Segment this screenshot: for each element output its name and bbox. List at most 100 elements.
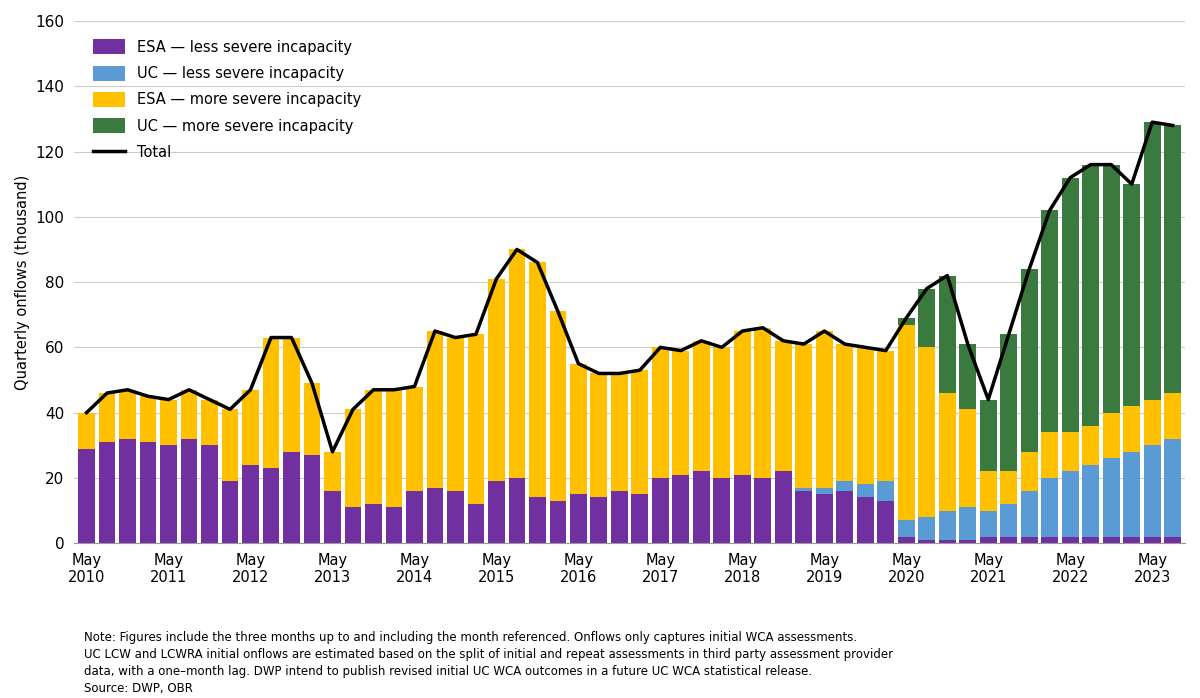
- Bar: [857, 348, 874, 484]
- Bar: [181, 439, 198, 543]
- Bar: [283, 452, 300, 543]
- Bar: [570, 364, 587, 494]
- Bar: [938, 540, 955, 543]
- Bar: [959, 344, 976, 409]
- Bar: [283, 338, 300, 452]
- Legend: ESA — less severe incapacity, UC — less severe incapacity, ESA — more severe inc: ESA — less severe incapacity, UC — less …: [88, 34, 367, 166]
- Bar: [734, 331, 751, 475]
- Bar: [652, 348, 668, 478]
- Bar: [365, 389, 382, 504]
- Bar: [877, 350, 894, 481]
- Bar: [448, 491, 464, 543]
- Bar: [1144, 399, 1160, 445]
- Bar: [1042, 210, 1058, 432]
- Bar: [242, 465, 259, 543]
- Bar: [1042, 478, 1058, 537]
- Bar: [1164, 439, 1181, 537]
- Bar: [755, 478, 772, 543]
- Bar: [202, 445, 218, 543]
- Bar: [468, 504, 485, 543]
- Bar: [488, 279, 505, 481]
- Bar: [385, 507, 402, 543]
- Bar: [324, 452, 341, 491]
- Bar: [1144, 537, 1160, 543]
- Bar: [529, 262, 546, 498]
- Bar: [938, 393, 955, 510]
- Bar: [692, 471, 709, 543]
- Bar: [1062, 432, 1079, 471]
- Bar: [1082, 537, 1099, 543]
- Bar: [344, 507, 361, 543]
- Bar: [1042, 537, 1058, 543]
- Bar: [898, 318, 914, 325]
- Bar: [836, 491, 853, 543]
- Bar: [1103, 165, 1120, 413]
- Bar: [304, 455, 320, 543]
- Bar: [139, 442, 156, 543]
- Bar: [1164, 393, 1181, 439]
- Bar: [1123, 537, 1140, 543]
- Bar: [631, 370, 648, 494]
- Bar: [755, 328, 772, 478]
- Bar: [877, 500, 894, 543]
- Bar: [242, 389, 259, 465]
- Bar: [406, 491, 422, 543]
- Bar: [304, 383, 320, 455]
- Bar: [1021, 537, 1038, 543]
- Bar: [1082, 165, 1099, 426]
- Bar: [734, 475, 751, 543]
- Bar: [611, 491, 628, 543]
- Bar: [488, 481, 505, 543]
- Bar: [796, 488, 812, 491]
- Bar: [344, 409, 361, 507]
- Bar: [836, 481, 853, 491]
- Bar: [652, 478, 668, 543]
- Bar: [1021, 452, 1038, 491]
- Bar: [775, 471, 792, 543]
- Bar: [550, 311, 566, 500]
- Bar: [714, 478, 731, 543]
- Bar: [509, 478, 526, 543]
- Bar: [119, 439, 136, 543]
- Bar: [1001, 334, 1018, 471]
- Bar: [1123, 406, 1140, 452]
- Bar: [918, 288, 935, 348]
- Bar: [324, 491, 341, 543]
- Bar: [1021, 269, 1038, 452]
- Bar: [385, 389, 402, 507]
- Bar: [816, 488, 833, 494]
- Bar: [160, 445, 176, 543]
- Bar: [796, 344, 812, 488]
- Bar: [1082, 426, 1099, 465]
- Text: Note: Figures include the three months up to and including the month referenced.: Note: Figures include the three months u…: [84, 630, 893, 695]
- Bar: [857, 484, 874, 498]
- Bar: [1042, 432, 1058, 478]
- Bar: [590, 373, 607, 498]
- Bar: [938, 510, 955, 540]
- Bar: [426, 331, 443, 488]
- Bar: [980, 471, 997, 510]
- Bar: [816, 331, 833, 488]
- Bar: [898, 520, 914, 537]
- Bar: [1123, 452, 1140, 537]
- Bar: [448, 338, 464, 491]
- Bar: [959, 540, 976, 543]
- Bar: [1164, 126, 1181, 393]
- Bar: [938, 276, 955, 393]
- Bar: [263, 338, 280, 468]
- Bar: [714, 348, 731, 478]
- Bar: [1103, 413, 1120, 459]
- Bar: [468, 334, 485, 504]
- Bar: [1001, 504, 1018, 537]
- Bar: [918, 540, 935, 543]
- Bar: [692, 341, 709, 471]
- Bar: [570, 494, 587, 543]
- Bar: [980, 399, 997, 471]
- Bar: [1021, 491, 1038, 537]
- Bar: [775, 341, 792, 471]
- Y-axis label: Quarterly onflows (thousand): Quarterly onflows (thousand): [16, 174, 30, 389]
- Bar: [202, 399, 218, 445]
- Bar: [816, 494, 833, 543]
- Bar: [78, 413, 95, 449]
- Bar: [857, 498, 874, 543]
